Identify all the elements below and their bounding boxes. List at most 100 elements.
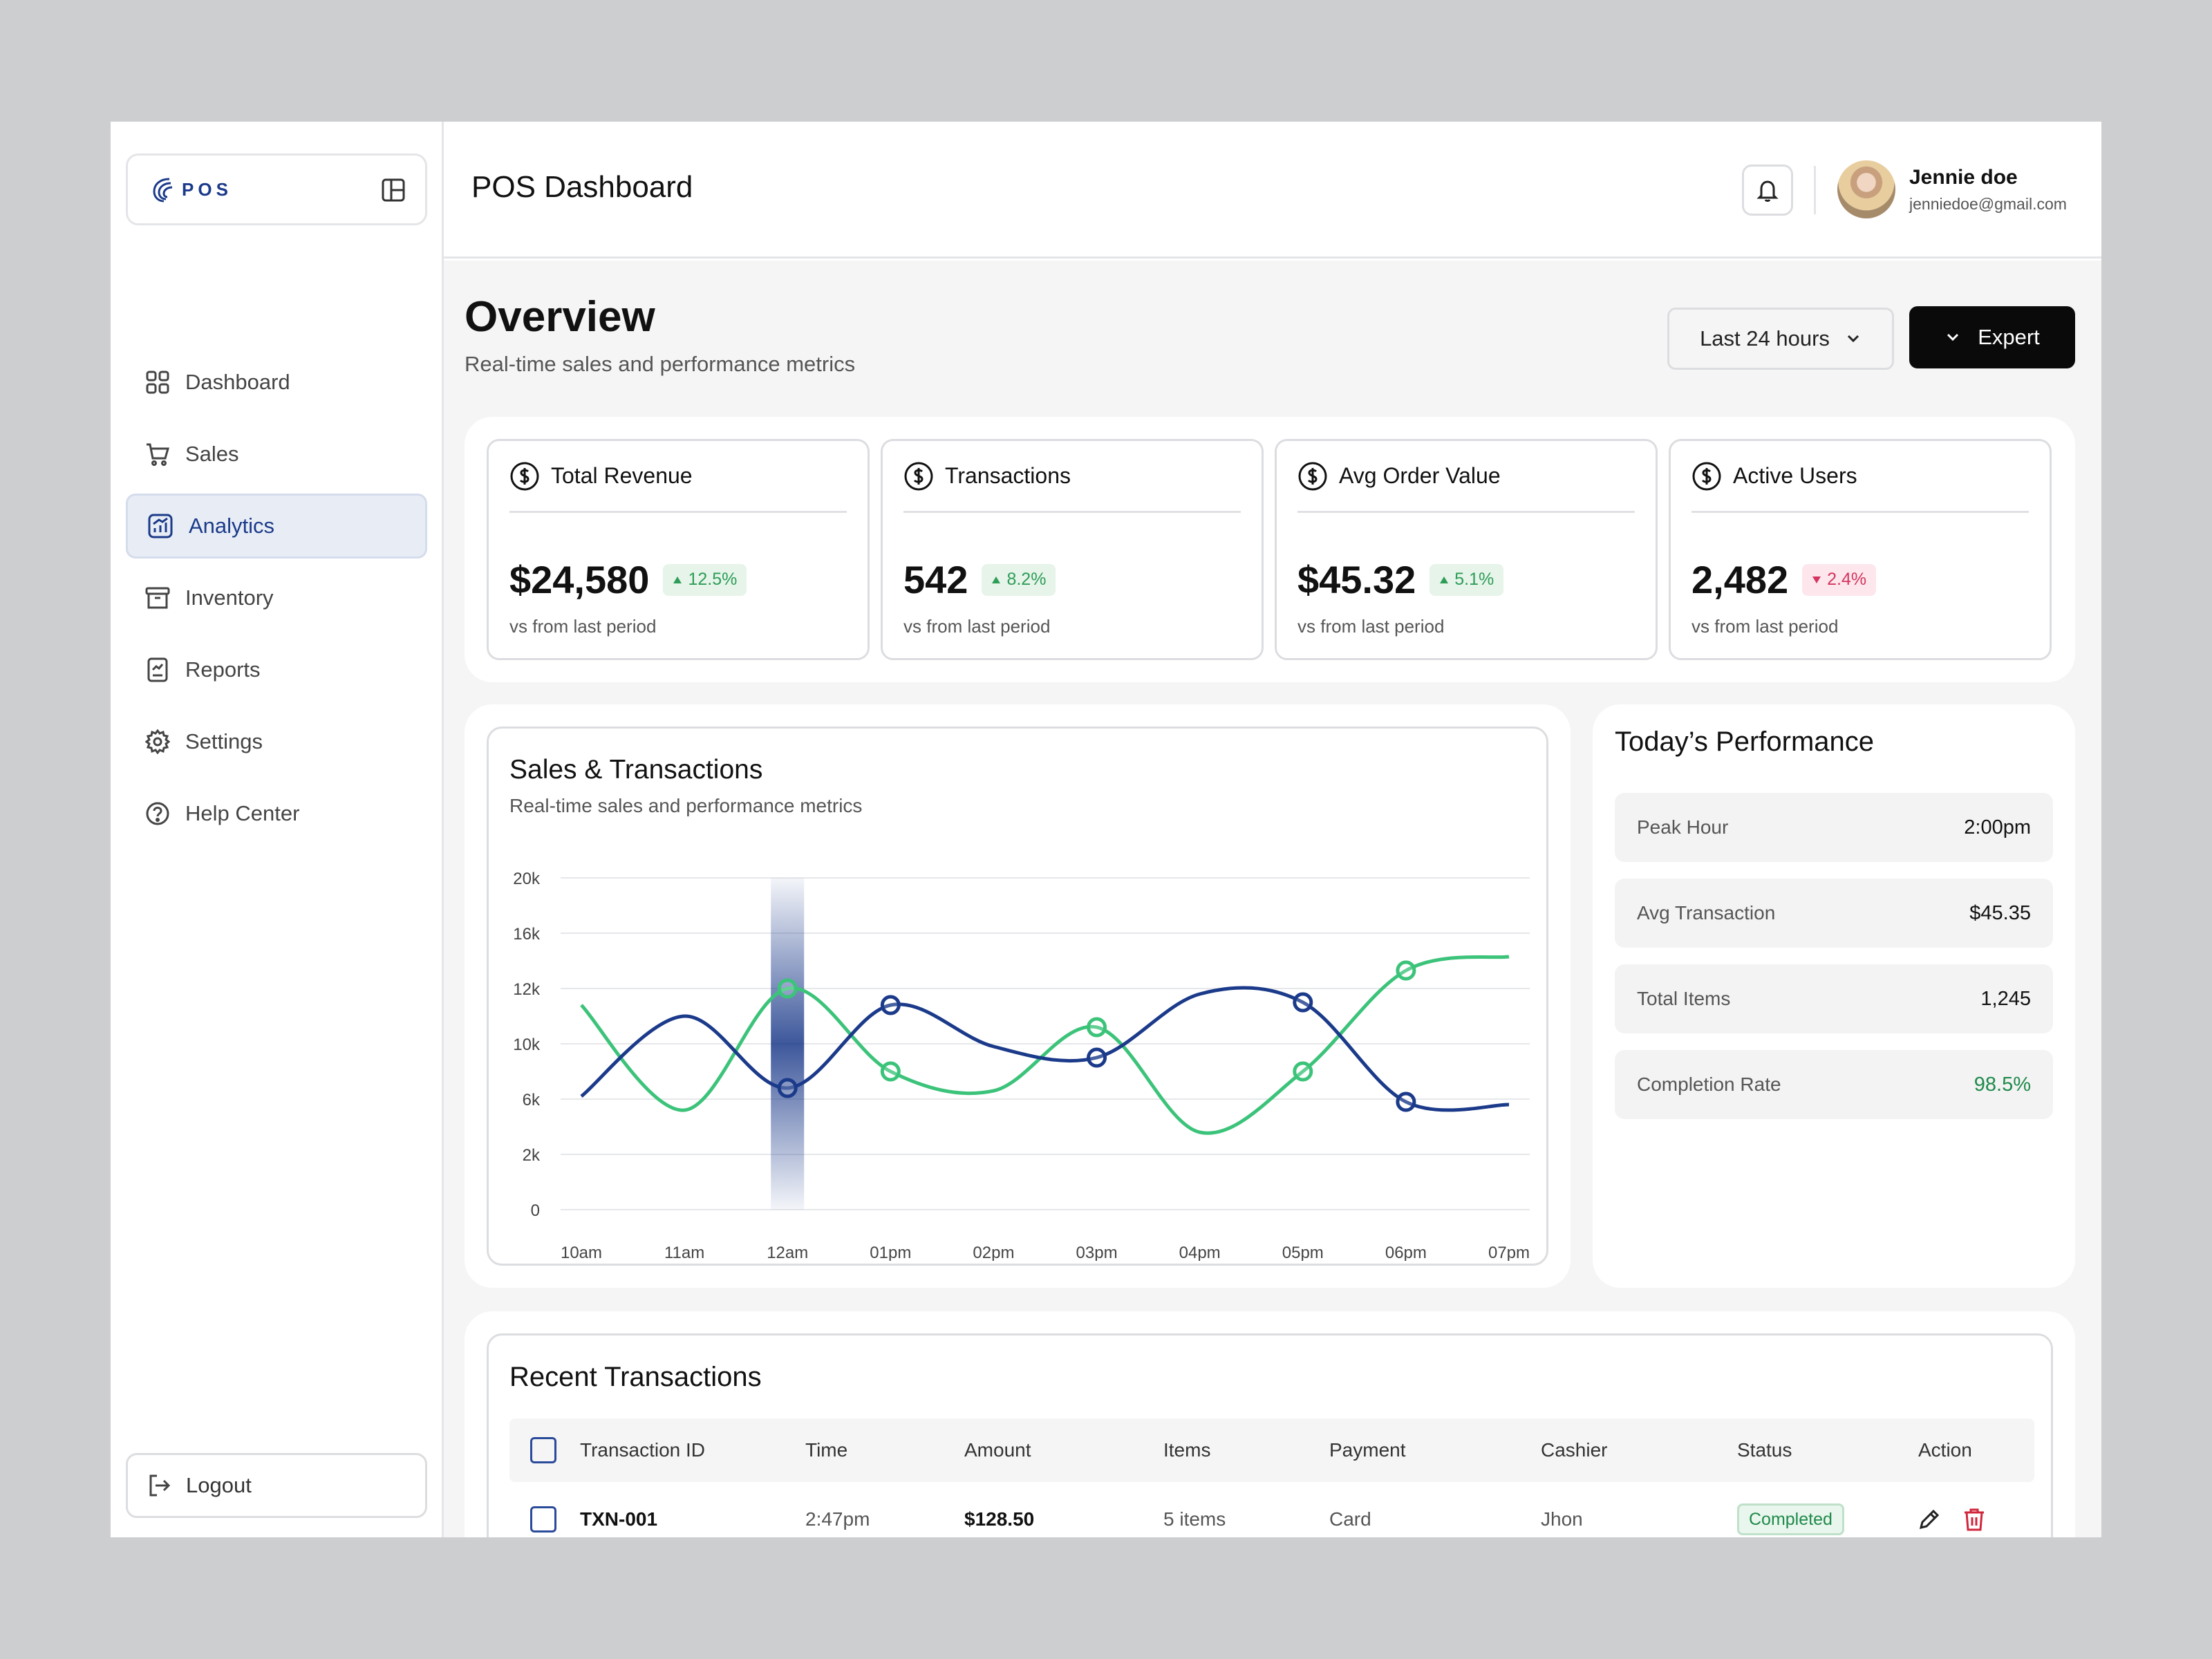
recent-transactions-card: Recent Transactions Transaction ID Time … [487,1333,2053,1537]
column-header: Status [1737,1439,1792,1461]
select-all-checkbox[interactable] [530,1437,556,1463]
x-tick-label: 07pm [1488,1244,1530,1261]
bell-icon [1756,180,1779,202]
logout-label: Logout [186,1473,252,1497]
stat-foot: vs from last period [1297,616,1445,637]
stat-foot: vs from last period [1691,616,1839,637]
column-header: Cashier [1541,1439,1608,1461]
data-point [880,1061,901,1082]
stat-label: Avg Order Value [1339,463,1501,488]
sidebar-item-label: Sales [185,442,239,466]
stats-panel: Total Revenue $24,580 12.5% vs from last… [465,417,2075,682]
y-tick-label: 6k [523,1091,541,1109]
stat-foot: vs from last period [509,616,657,637]
delta-value: 12.5% [688,570,738,589]
sidebar-item-reports[interactable]: Reports [126,637,427,702]
data-point [1396,1091,1416,1112]
dollar-circle-icon [1692,462,1721,490]
perf-value: $45.35 [1969,901,2031,924]
series-line-navy [580,986,1510,1112]
txn-cashier: Jhon [1541,1508,1583,1530]
brand-logo[interactable]: POS [149,175,232,204]
delta-value: 5.1% [1454,570,1494,589]
stat-label: Transactions [945,463,1071,488]
column-header: Payment [1329,1439,1406,1461]
analytics-icon [148,514,173,538]
time-range-select[interactable]: Last 24 hours [1667,308,1894,370]
y-tick-label: 16k [513,925,541,944]
avatar[interactable] [1837,160,1895,218]
perf-label: Completion Rate [1637,1074,1781,1095]
sidebar-toggle-icon[interactable] [381,178,406,203]
row-checkbox[interactable] [530,1506,556,1533]
time-range-label: Last 24 hours [1700,326,1830,350]
perf-value: 1,245 [1980,987,2031,1010]
perf-label: Peak Hour [1637,816,1729,838]
column-header: Transaction ID [580,1439,706,1461]
stat-value: 2,482 [1691,558,1789,601]
perf-label: Avg Transaction [1637,902,1776,924]
main-content: Overview Real-time sales and performance… [444,261,2101,1537]
triangle-up-icon [992,576,1001,583]
logo-swirl-icon [153,178,173,203]
logout-icon [149,1474,171,1497]
sales-transactions-chart[interactable]: 0 2k 6k 10k 12k 16k 20k 10am 11am 12am 01pm 02pm 03p… [489,832,1550,1261]
app-window: POS Dashboard Sales [111,122,2101,1537]
transactions-title: Recent Transactions [509,1362,762,1392]
expert-button[interactable]: Expert [1909,306,2075,368]
sidebar-item-label: Reports [185,657,261,682]
highlight-band [771,878,805,1210]
stat-card-active-users: Active Users 2,482 2.4% vs from last per… [1669,439,2052,660]
stat-label: Total Revenue [551,463,693,488]
sidebar-item-help-center[interactable]: Help Center [126,781,427,846]
x-tick-label: 06pm [1385,1244,1427,1261]
perf-row-avg-transaction: Avg Transaction $45.35 [1615,879,2053,948]
delta-badge: 5.1% [1430,563,1504,596]
archive-icon [145,587,170,609]
txn-time: 2:47pm [805,1508,870,1530]
perf-label: Total Items [1637,988,1731,1009]
sales-transactions-card: Sales & Transactions Real-time sales and… [487,727,1548,1266]
chevron-down-icon [1847,335,1859,343]
user-name: Jennie doe [1909,166,2018,189]
edit-icon[interactable] [1917,1507,1942,1532]
sidebar-item-settings[interactable]: Settings [126,709,427,774]
sidebar-item-dashboard[interactable]: Dashboard [126,350,427,415]
notifications-button[interactable] [1742,165,1793,216]
y-tick-label: 20k [513,870,541,888]
dollar-circle-icon [1298,462,1327,490]
column-header: Action [1918,1439,1972,1461]
triangle-down-icon [1812,576,1821,583]
sidebar-item-label: Help Center [185,801,300,825]
data-point [777,1078,798,1098]
sidebar-item-label: Analytics [189,514,275,538]
help-icon [146,802,169,825]
x-tick-label: 12am [767,1244,808,1261]
cart-icon [147,443,169,466]
logout-button[interactable]: Logout [126,1453,427,1518]
table-row[interactable]: TXN-001 2:47pm $128.50 5 items Card Jhon… [509,1485,2034,1537]
data-point [1396,960,1416,981]
perf-value: 2:00pm [1964,816,2031,838]
header-divider [1814,166,1816,214]
x-tick-label: 10am [561,1244,602,1261]
brand-name: POS [182,178,232,200]
column-header: Time [805,1439,848,1461]
x-tick-label: 11am [664,1244,704,1261]
sidebar-item-sales[interactable]: Sales [126,422,427,487]
triangle-up-icon [673,576,682,583]
sidebar-item-label: Settings [185,729,263,753]
table-header: Transaction ID Time Amount Items Payment… [509,1418,2034,1482]
sidebar-item-inventory[interactable]: Inventory [126,565,427,630]
txn-amount: $128.50 [964,1508,1035,1530]
page-title: POS Dashboard [471,170,693,204]
y-tick-label: 10k [513,1035,541,1054]
data-point [1087,1047,1107,1068]
overview-title: Overview [465,293,655,341]
dollar-circle-icon [904,462,933,490]
sidebar-item-analytics[interactable]: Analytics [126,494,427,559]
chevron-down-icon [1947,333,1959,341]
x-tick-label: 03pm [1076,1244,1118,1261]
trash-icon[interactable] [1962,1507,1986,1532]
column-header: Items [1163,1439,1211,1461]
